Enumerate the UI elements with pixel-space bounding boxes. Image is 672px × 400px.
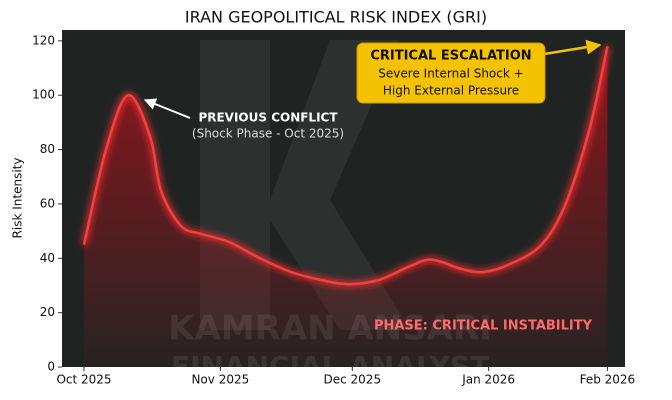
annotation-box bbox=[356, 42, 546, 104]
x-tick-label: Feb 2026 bbox=[580, 373, 636, 387]
watermark: KAMRAN ANSARI bbox=[168, 309, 492, 349]
y-tick-label: 40 bbox=[40, 251, 55, 265]
x-tick-label: Dec 2025 bbox=[324, 373, 382, 387]
annotation: (Shock Phase - Oct 2025) bbox=[192, 127, 344, 141]
line bbox=[82, 46, 609, 286]
y-tick-label: 0 bbox=[47, 360, 55, 374]
y-tick-label: 120 bbox=[32, 33, 55, 47]
y-tick-label: 80 bbox=[40, 142, 55, 156]
annotation: PREVIOUS CONFLICT bbox=[198, 111, 338, 125]
watermark: FINANCIAL ANALYST bbox=[171, 350, 489, 383]
annotation-arrow bbox=[543, 39, 602, 56]
x-tick-label: Jan 2026 bbox=[461, 373, 515, 387]
annotation: Severe Internal Shock + bbox=[378, 67, 523, 81]
annotation: PHASE: CRITICAL INSTABILITY bbox=[374, 319, 593, 334]
y-tick-label: 100 bbox=[32, 88, 55, 102]
area bbox=[83, 46, 608, 367]
x-tick-label: Nov 2025 bbox=[191, 373, 249, 387]
annotation-arrow bbox=[143, 98, 191, 119]
annotation: High External Pressure bbox=[383, 84, 519, 98]
x-tick-label: Oct 2025 bbox=[56, 373, 111, 387]
y-axis-label: Risk Intensity bbox=[11, 158, 25, 239]
y-tick-label: 20 bbox=[40, 305, 55, 319]
chart-title: IRAN GEOPOLITICAL RISK INDEX (GRI) bbox=[185, 8, 487, 27]
annotation: CRITICAL ESCALATION bbox=[370, 49, 531, 64]
y-tick-label: 60 bbox=[40, 196, 55, 210]
